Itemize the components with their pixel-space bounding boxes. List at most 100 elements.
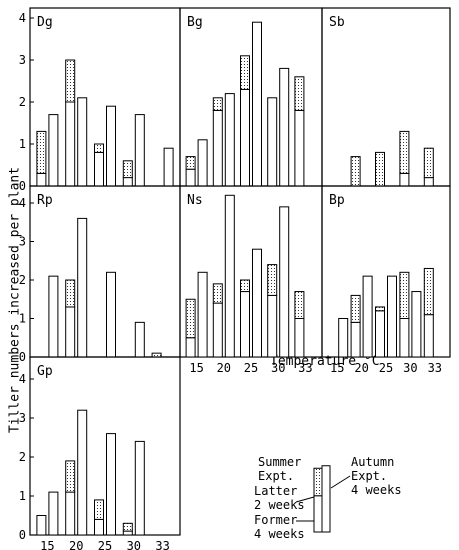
y-tick-label: 2 [19, 273, 26, 287]
x-tick-label: 30 [127, 539, 141, 550]
legend-leader-autumn [330, 475, 351, 489]
bar-summer-latter [94, 143, 104, 153]
bar-summer-latter [65, 279, 76, 308]
panel-rp: Rp 0 1 2 3 4 [19, 185, 181, 364]
bar-autumn [197, 139, 208, 187]
bar-autumn [106, 105, 116, 187]
bar-summer-latter [423, 267, 434, 316]
legend-bar-autumn [321, 465, 331, 533]
panel-title: Sb [329, 15, 345, 30]
bar-summer-latter [350, 294, 361, 323]
x-axis-label: Temperature °C [270, 354, 380, 369]
bar-summer-former [65, 491, 76, 536]
y-tick-label: 3 [19, 411, 26, 425]
y-tick-label: 4 [19, 196, 26, 210]
bar-summer-latter [65, 59, 76, 103]
bar-summer-former [240, 88, 250, 187]
bar-autumn [252, 21, 262, 187]
x-tick-label: 30 [403, 361, 417, 375]
bar-summer-latter [212, 283, 223, 304]
bar-summer-former [94, 518, 104, 536]
bar-summer-latter [294, 291, 305, 319]
bar-summer-latter [36, 130, 47, 174]
x-tick-label: 15 [40, 539, 54, 550]
x-tick-label: 25 [98, 539, 112, 550]
panel-bp: Bp 15 20 25 30 33 [321, 185, 451, 375]
x-tick-label: 30 [271, 361, 285, 375]
bar-summer-former [185, 168, 196, 187]
bar-summer-former [294, 318, 305, 358]
bar-summer-latter [294, 76, 305, 111]
x-tick-label: 15 [189, 361, 203, 375]
legend-summer-label: Summer Expt. [258, 455, 302, 483]
bar-autumn [48, 491, 59, 536]
x-tick-label: 20 [69, 539, 83, 550]
bar-summer-former [423, 177, 434, 187]
panel-frame [321, 185, 451, 358]
y-tick-label: 2 [19, 95, 26, 109]
bar-summer-former [212, 109, 223, 187]
bar-autumn [362, 275, 373, 358]
panel-title: Bp [329, 193, 345, 208]
bar-autumn [134, 440, 145, 536]
bar-autumn [338, 318, 349, 358]
legend-former-label: Former 4 weeks [254, 513, 305, 541]
bar-summer-former [294, 109, 305, 187]
y-tick-label: 0 [19, 528, 26, 542]
bar-autumn [77, 409, 88, 536]
bar-summer-latter [212, 97, 223, 111]
panel-bg: Bg [179, 7, 323, 187]
bar-autumn [77, 217, 88, 358]
legend-autumn-label: Autumn Expt. 4 weeks [351, 455, 402, 497]
y-tick-label: 4 [19, 372, 26, 386]
panel-dg: Dg 0 1 2 3 4 [19, 7, 181, 193]
panel-title: Ns [187, 193, 203, 208]
x-tick-label: 25 [379, 361, 393, 375]
panel-title: Bg [187, 15, 203, 30]
bar-summer-former [36, 172, 47, 187]
x-tick-label: 15 [330, 361, 344, 375]
panel-frame [29, 356, 181, 536]
bar-summer-latter [423, 147, 434, 179]
y-tick-label: 1 [19, 312, 26, 326]
bar-autumn [252, 248, 262, 358]
panel-title: Dg [37, 15, 53, 30]
bar-autumn [279, 206, 290, 358]
y-tick-label: 0 [19, 179, 26, 193]
panel-ns: Ns 15 20 25 30 33 [179, 185, 323, 375]
bar-summer-latter [185, 298, 196, 339]
x-tick-label: 33 [155, 539, 169, 550]
bar-summer-former [350, 321, 361, 358]
bar-summer-latter [122, 160, 133, 179]
bar-autumn [163, 147, 174, 187]
y-tick-label: 1 [19, 489, 26, 503]
legend-leader-latter [295, 496, 315, 503]
bar-summer-former [240, 291, 250, 358]
bar-autumn [106, 271, 116, 358]
bar-summer-former [65, 306, 76, 358]
bar-autumn [224, 93, 235, 187]
bar-summer-latter [94, 499, 104, 520]
bar-summer-latter [185, 156, 196, 170]
bar-autumn [411, 291, 422, 358]
x-tick-label: 20 [354, 361, 368, 375]
y-tick-label: 3 [19, 235, 26, 249]
x-tick-label: 20 [217, 361, 231, 375]
bar-summer-latter [267, 264, 278, 296]
bar-summer-former [267, 97, 278, 187]
bar-summer-latter [240, 55, 250, 90]
bar-summer-latter [240, 279, 250, 293]
bar-autumn [106, 433, 116, 536]
legend-latter-label: Latter 2 weeks [254, 484, 305, 512]
y-tick-label: 4 [19, 11, 26, 25]
panel-title: Gp [37, 364, 53, 379]
bar-summer-former [375, 310, 385, 358]
bar-summer-latter [65, 460, 76, 493]
bar-autumn [279, 67, 290, 187]
bar-autumn [134, 114, 145, 187]
y-tick-label: 2 [19, 450, 26, 464]
y-tick-label: 0 [19, 350, 26, 364]
bar-summer-former [185, 337, 196, 358]
y-tick-label: 3 [19, 53, 26, 67]
